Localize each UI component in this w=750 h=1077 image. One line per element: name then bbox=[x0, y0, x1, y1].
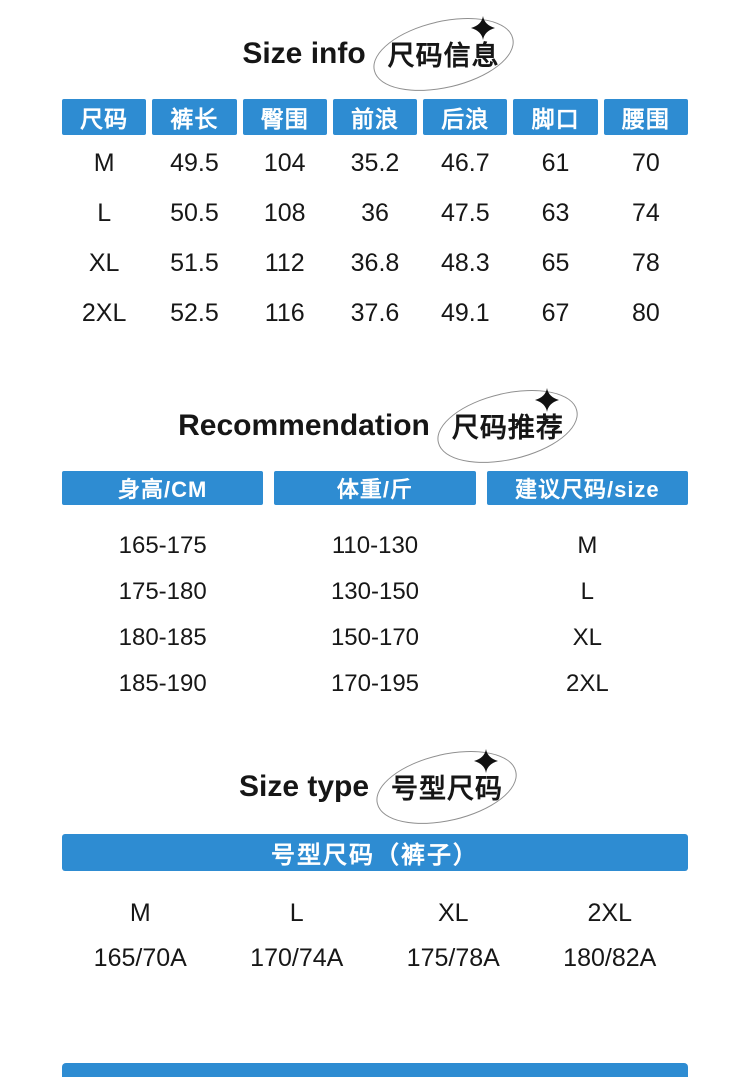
table-row: 175-180 130-150 L bbox=[62, 569, 688, 615]
table-cell: 65 bbox=[541, 248, 570, 277]
table-cell: 185-190 bbox=[118, 670, 207, 697]
table-cell: XL bbox=[88, 248, 120, 277]
table-cell: 150-170 bbox=[330, 624, 420, 651]
table-cell: 170-195 bbox=[330, 670, 420, 697]
recommendation-header-cell: 身高/CM bbox=[62, 471, 264, 505]
size-type-section: Size type 号型尺码 号型尺码（裤子） M L XL 2XL 165/7… bbox=[62, 707, 688, 981]
size-type-title: Size type 号型尺码 bbox=[62, 707, 688, 836]
sparkle-icon bbox=[470, 16, 495, 40]
table-cell: L bbox=[580, 578, 594, 605]
table-cell: 36.8 bbox=[350, 248, 400, 277]
size-table-header-row: 尺码 裤长 臀围 前浪 后浪 脚口 腰围 bbox=[62, 99, 688, 135]
table-cell: 116 bbox=[264, 298, 305, 327]
table-cell: 175-180 bbox=[118, 578, 207, 605]
table-cell: M bbox=[129, 899, 151, 927]
table-cell: 165/70A bbox=[93, 944, 187, 972]
table-cell: 180-185 bbox=[118, 624, 207, 651]
size-table-header-cell: 脚口 bbox=[513, 99, 598, 135]
size-type-title-en: Size type bbox=[238, 769, 370, 803]
sparkle-icon bbox=[535, 388, 560, 412]
size-info-title-en: Size info bbox=[242, 36, 366, 70]
cutoff-next-section-bar bbox=[62, 1063, 688, 1077]
table-row: L 50.5 108 36 47.5 63 74 bbox=[62, 188, 688, 238]
table-cell: 78 bbox=[631, 248, 660, 277]
table-cell: 37.6 bbox=[350, 298, 400, 327]
table-cell: 110-130 bbox=[331, 532, 419, 559]
table-cell: 50.5 bbox=[170, 198, 219, 227]
table-cell: 49.1 bbox=[440, 298, 490, 327]
table-cell: 108 bbox=[263, 198, 306, 227]
table-cell: 180/82A bbox=[563, 944, 657, 972]
table-cell: L bbox=[289, 899, 304, 927]
recommendation-header-cell: 建议尺码/size bbox=[486, 471, 688, 505]
recommendation-table-header-row: 身高/CM 体重/斤 建议尺码/size bbox=[62, 471, 688, 505]
table-cell: 47.5 bbox=[440, 198, 490, 227]
size-table-header-cell: 后浪 bbox=[423, 99, 508, 135]
table-cell: 2XL bbox=[587, 899, 632, 927]
size-info-title-zh: 尺码信息 bbox=[387, 41, 500, 71]
table-cell: 104 bbox=[263, 148, 306, 177]
size-type-table-body: M L XL 2XL 165/70A 170/74A 175/78A 180/8… bbox=[62, 871, 688, 981]
size-info-title: Size info 尺码信息 bbox=[62, 0, 688, 103]
size-info-title-zh-wrap: 尺码信息 bbox=[366, 5, 521, 103]
recommendation-table-body: 165-175 110-130 M 175-180 130-150 L 180-… bbox=[62, 505, 688, 707]
table-cell: L bbox=[97, 198, 112, 227]
table-cell: 74 bbox=[631, 198, 660, 227]
table-cell: 170/74A bbox=[250, 944, 344, 972]
table-cell: 2XL bbox=[81, 298, 127, 327]
recommendation-header-cell: 体重/斤 bbox=[274, 471, 476, 505]
size-table-header-cell: 臀围 bbox=[242, 99, 327, 135]
table-cell: M bbox=[93, 148, 115, 177]
size-table-header-cell: 前浪 bbox=[332, 99, 418, 135]
table-row: 2XL 52.5 116 37.6 49.1 67 80 bbox=[62, 288, 688, 338]
table-cell: M bbox=[577, 532, 598, 559]
size-table-header-cell: 尺码 bbox=[62, 99, 147, 135]
recommendation-title-en: Recommendation bbox=[178, 408, 430, 442]
recommendation-title: Recommendation 尺码推荐 bbox=[62, 338, 688, 475]
table-cell: 70 bbox=[631, 148, 660, 177]
table-row: 165-175 110-130 M bbox=[62, 523, 688, 569]
table-cell: 130-150 bbox=[330, 578, 420, 605]
size-table-body: M 49.5 104 35.2 46.7 61 70 L 50.5 108 36… bbox=[62, 135, 688, 338]
recommendation-title-zh: 尺码推荐 bbox=[451, 413, 564, 443]
table-row: 165/70A 170/74A 175/78A 180/82A bbox=[62, 936, 688, 981]
recommendation-title-zh-wrap: 尺码推荐 bbox=[430, 377, 585, 475]
table-row: M L XL 2XL bbox=[62, 891, 688, 936]
table-cell: 36 bbox=[361, 198, 389, 227]
table-cell: 49.5 bbox=[170, 148, 219, 177]
table-cell: 175/78A bbox=[406, 944, 500, 972]
table-cell: 51.5 bbox=[170, 248, 219, 277]
size-type-title-zh-wrap: 号型尺码 bbox=[369, 738, 524, 836]
size-type-banner: 号型尺码（裤子） bbox=[62, 834, 688, 871]
table-cell: 63 bbox=[541, 198, 570, 227]
size-info-section: Size info 尺码信息 尺码 裤长 臀围 前浪 后浪 脚口 腰围 M 49… bbox=[62, 0, 688, 338]
table-cell: 2XL bbox=[565, 670, 609, 697]
table-cell: 46.7 bbox=[440, 148, 490, 177]
table-row: 185-190 170-195 2XL bbox=[62, 661, 688, 707]
table-cell: 52.5 bbox=[170, 298, 219, 327]
sparkle-icon bbox=[474, 749, 499, 773]
table-cell: XL bbox=[437, 899, 469, 927]
table-cell: 61 bbox=[541, 148, 570, 177]
table-cell: 165-175 bbox=[118, 532, 207, 559]
recommendation-section: Recommendation 尺码推荐 身高/CM 体重/斤 建议尺码/size… bbox=[62, 338, 688, 707]
table-cell: 48.3 bbox=[440, 248, 490, 277]
table-cell: 112 bbox=[264, 248, 305, 277]
table-cell: XL bbox=[572, 624, 602, 651]
table-cell: 80 bbox=[631, 298, 660, 327]
table-cell: 67 bbox=[541, 298, 570, 327]
table-row: 180-185 150-170 XL bbox=[62, 615, 688, 661]
size-table-header-cell: 腰围 bbox=[603, 99, 688, 135]
table-row: M 49.5 104 35.2 46.7 61 70 bbox=[62, 138, 688, 188]
size-table-header-cell: 裤长 bbox=[152, 99, 237, 135]
size-type-title-zh: 号型尺码 bbox=[391, 774, 504, 804]
table-cell: 35.2 bbox=[350, 148, 400, 177]
table-row: XL 51.5 112 36.8 48.3 65 78 bbox=[62, 238, 688, 288]
